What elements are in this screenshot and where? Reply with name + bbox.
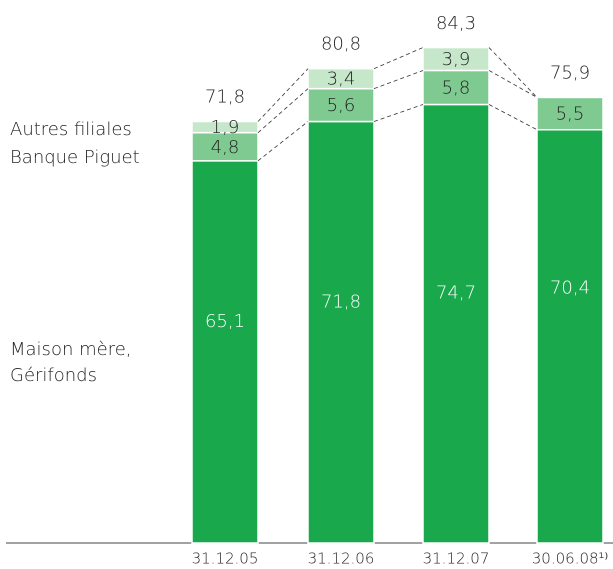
- segment-label: 71,8: [321, 291, 361, 312]
- x-tick-label: 31.12.07: [423, 550, 490, 568]
- legend-label: Banque Piguet: [10, 147, 140, 168]
- x-tick-label: 30.06.08¹⁾: [532, 550, 609, 568]
- segment-label: 5,5: [556, 104, 585, 125]
- bar-segment: [191, 131, 259, 162]
- x-tick-label: 31.12.05: [192, 550, 259, 568]
- bar-segment: [307, 87, 375, 123]
- segment-label: 4,8: [211, 137, 240, 158]
- bar-segment: [191, 160, 259, 544]
- bar-segment: [307, 120, 375, 544]
- segment-label: 3,4: [327, 69, 356, 90]
- segment-label: 70,4: [550, 277, 590, 298]
- connector: [257, 121, 309, 162]
- bar-segment: [307, 67, 375, 90]
- legend-label: Autres filiales: [10, 119, 132, 140]
- segment-label: 5,6: [327, 95, 356, 116]
- x-tick-label: 31.12.06: [308, 550, 375, 568]
- total-label: 71,8: [205, 87, 245, 108]
- total-label: 75,9: [550, 62, 590, 83]
- segment-label: 74,7: [436, 283, 476, 304]
- bar-segment: [422, 46, 490, 72]
- segment-label: 5,8: [442, 77, 471, 98]
- bar-segment: [536, 96, 604, 131]
- bar-segment: [536, 128, 604, 544]
- bar-segment: [191, 120, 259, 134]
- total-label: 80,8: [321, 34, 361, 55]
- total-label: 84,3: [436, 13, 476, 34]
- segment-label: 3,9: [442, 49, 471, 70]
- segment-label: 1,9: [211, 117, 240, 138]
- legend-line: Maison mère,: [10, 339, 132, 360]
- connector: [488, 47, 538, 98]
- connector: [373, 104, 424, 122]
- legend-line: Gérifonds: [10, 365, 97, 386]
- connector: [373, 70, 424, 90]
- bar-segment: [422, 103, 490, 544]
- connector: [373, 47, 424, 70]
- segment-label: 65,1: [205, 311, 245, 332]
- connector: [488, 104, 538, 131]
- connector: [257, 68, 309, 122]
- legend-label: Maison mère, Gérifonds: [10, 339, 132, 386]
- connector: [488, 70, 538, 98]
